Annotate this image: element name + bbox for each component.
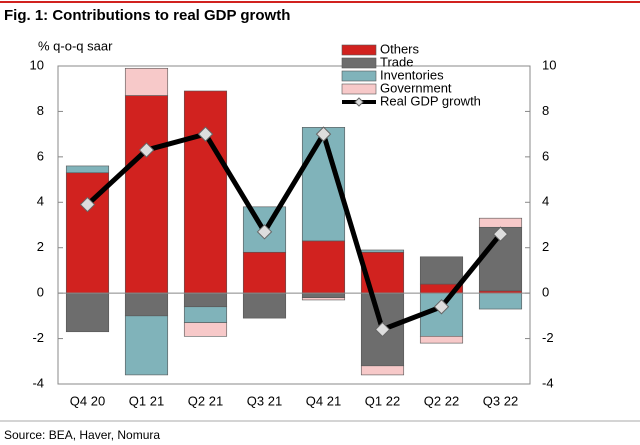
x-tick-label: Q4 20 [70, 393, 105, 408]
bar-segment [65, 292, 110, 333]
gdp-marker [374, 321, 391, 338]
y2-tick-label: 4 [542, 194, 549, 209]
y2-tick-label: 0 [542, 285, 549, 300]
bar-segment [183, 322, 228, 337]
y-tick-label: -2 [32, 330, 44, 345]
plot-frame [57, 65, 531, 385]
y2-tick-label: -4 [542, 375, 554, 390]
y-tick-label: 4 [37, 194, 44, 209]
bar-segment [478, 292, 523, 310]
y-tick-label: 6 [37, 148, 44, 163]
x-tick-label: Q2 21 [188, 393, 223, 408]
legend-swatch [341, 57, 377, 69]
bar-segment [478, 217, 523, 228]
x-tick-label: Q3 22 [483, 393, 518, 408]
bar-segment [242, 292, 287, 319]
y-axis-label: % q-o-q saar [38, 38, 113, 53]
gdp-line [85, 128, 503, 333]
gdp-marker [492, 226, 509, 242]
x-tick-label: Q1 22 [365, 393, 400, 408]
legend-swatch [341, 83, 377, 95]
bar-segment [65, 165, 110, 174]
bar-segment [242, 251, 287, 294]
bar-segment [360, 249, 405, 253]
bar-segment [301, 292, 346, 298]
bar-segment [419, 335, 464, 344]
legend-label: Real GDP growth [380, 93, 481, 108]
y2-tick-label: 10 [542, 57, 556, 72]
source: Source: BEA, Haver, Nomura [4, 428, 160, 442]
legend-marker [354, 97, 364, 107]
bar-segment [124, 67, 169, 96]
bar-segment [124, 315, 169, 376]
y2-tick-label: -2 [542, 330, 554, 345]
legend-label: Trade [380, 54, 413, 69]
gdp-marker [256, 224, 273, 240]
gdp-marker [138, 142, 155, 158]
legend-label: Government [380, 80, 452, 95]
bar-segment [183, 292, 228, 308]
legend-label: Others [380, 41, 420, 56]
legend-swatch [341, 70, 377, 82]
legend-label: Inventories [380, 67, 444, 82]
y2-tick-label: 6 [542, 148, 549, 163]
chart-title: Fig. 1: Contributions to real GDP growth [4, 7, 290, 24]
bar-segment [124, 292, 169, 317]
bar-segment [124, 95, 169, 294]
bar-segment [419, 256, 464, 285]
y-tick-label: 0 [37, 285, 44, 300]
gdp-marker [433, 299, 450, 315]
x-tick-label: Q1 21 [129, 393, 164, 408]
y-tick-label: 10 [30, 57, 44, 72]
x-tick-label: Q4 21 [306, 393, 341, 408]
legend-swatch [341, 44, 377, 56]
bar-segment [301, 240, 346, 294]
bar-segment [301, 297, 346, 301]
gdp-marker [197, 126, 214, 142]
gdp-marker [79, 196, 96, 213]
bar-segment [183, 306, 228, 323]
y2-tick-label: 8 [542, 103, 549, 118]
y-tick-label: -4 [32, 375, 44, 390]
bar-segment [183, 90, 228, 294]
y-tick-label: 8 [37, 103, 44, 118]
x-tick-label: Q2 22 [424, 393, 459, 408]
bar-segment [360, 365, 405, 376]
gdp-marker [315, 126, 332, 142]
y-tick-label: 2 [37, 239, 44, 254]
x-tick-label: Q3 21 [247, 393, 282, 408]
y2-tick-label: 2 [542, 239, 549, 254]
